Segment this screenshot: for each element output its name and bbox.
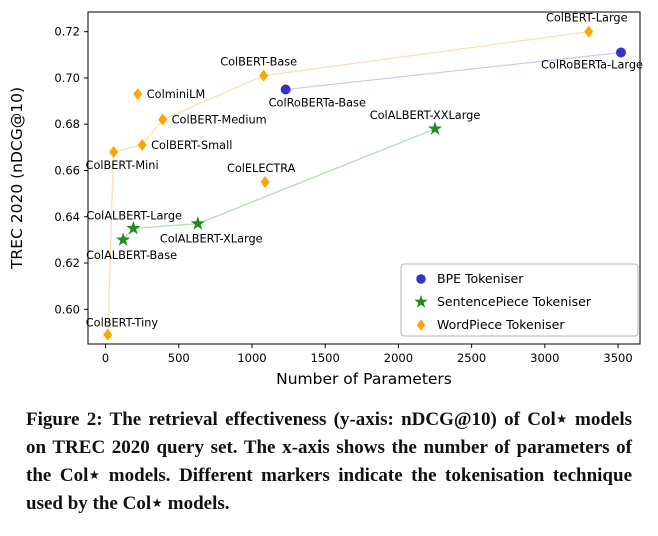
marker-star-icon [190,216,205,230]
point-label: ColBERT-Small [151,139,232,152]
scatter-plot: 0 500 1000 1500 2000 2500 3000 3500 0.60 0.62 0.64… [8,11,643,388]
x-tick-label: 3000 [530,351,559,365]
x-tick-label: 500 [168,351,190,365]
point-label: ColBERT-Tiny [86,317,159,330]
y-tick-label: 0.66 [54,163,80,177]
marker-diamond-icon [137,139,147,152]
legend-label: SentencePiece Tokeniser [437,294,592,309]
marker-star-icon [427,121,443,135]
point-label: ColALBERT-Large [86,209,182,222]
x-tick-label: 3500 [603,351,632,365]
marker-star-icon [414,294,428,308]
x-tick-label: 2000 [384,351,413,365]
marker-diamond-icon [584,25,594,38]
legend-box [400,263,639,337]
x-tick-label: 2500 [457,351,486,365]
y-tick-label: 0.60 [54,302,80,316]
marker-diamond-icon [259,69,269,82]
y-tick-label: 0.62 [54,256,80,270]
x-tick-label: 1500 [311,351,340,365]
series-line [122,128,436,241]
legend-label: BPE Tokeniser [437,271,524,286]
figure-caption: Figure 2: The retrieval effectiveness (y… [26,409,632,514]
point-label: ColRoBERTa-Large [541,58,643,71]
y-tick-label: 0.64 [54,210,80,224]
point-label: ColALBERT-XXLarge [370,109,481,122]
point-label: ColminiLM [147,88,205,101]
point-label: ColBERT-Base [220,56,297,69]
point-label: ColBERT-Medium [172,114,267,127]
series-line [285,51,622,91]
point-label: ColALBERT-Base [86,249,177,262]
point-label: ColBERT-Large [546,12,628,25]
legend-label: WordPiece Tokeniser [437,317,565,332]
marker-diamond-icon [158,113,168,126]
point-label: ColBERT-Mini [86,159,159,172]
marker-diamond-icon [133,88,143,101]
series-line [107,31,589,335]
x-axis-label: Number of Parameters [276,370,452,388]
y-axis-label: TREC 2020 (nDCG@10) [8,87,26,270]
y-tick-label: 0.70 [54,71,80,85]
point-label: ColRoBERTa-Base [269,97,366,110]
x-tick-label: 1000 [237,351,266,365]
marker-diamond-icon [109,145,119,158]
marker-star-icon [116,232,131,246]
marker-star-icon [126,220,141,235]
marker-circle-icon [280,84,291,95]
point-label: ColALBERT-XLarge [160,233,263,246]
y-tick-label: 0.68 [54,117,80,131]
x-tick-label: 0 [102,351,109,365]
marker-diamond-icon [416,319,426,331]
point-label: ColELECTRA [227,162,296,175]
marker-diamond-icon [260,176,270,189]
marker-diamond-icon [103,328,113,341]
marker-circle-icon [615,47,626,58]
plot-frame [87,11,641,345]
y-tick-label: 0.72 [54,25,80,39]
marker-circle-icon [416,274,426,284]
